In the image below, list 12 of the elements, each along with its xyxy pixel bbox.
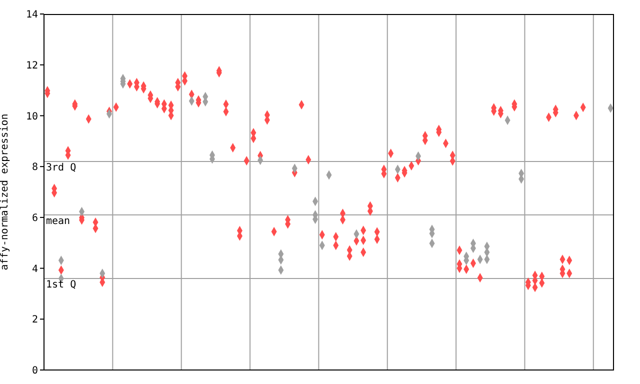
y-tick-label: 4: [32, 264, 38, 275]
y-tick-label: 12: [26, 60, 38, 72]
ref-line-label: 1st Q: [46, 280, 76, 291]
y-tick-label: 14: [26, 10, 38, 21]
y-axis-title: affy-normalized expression: [0, 114, 11, 270]
y-tick-label: 2: [32, 314, 38, 326]
ref-line-label: mean: [46, 216, 70, 227]
y-tick-label: 0: [32, 366, 38, 377]
y-tick-label: 10: [26, 111, 38, 122]
y-tick-label: 6: [32, 212, 38, 224]
ref-line-label: 3rd Q: [46, 162, 76, 174]
y-tick-label: 8: [32, 162, 38, 174]
